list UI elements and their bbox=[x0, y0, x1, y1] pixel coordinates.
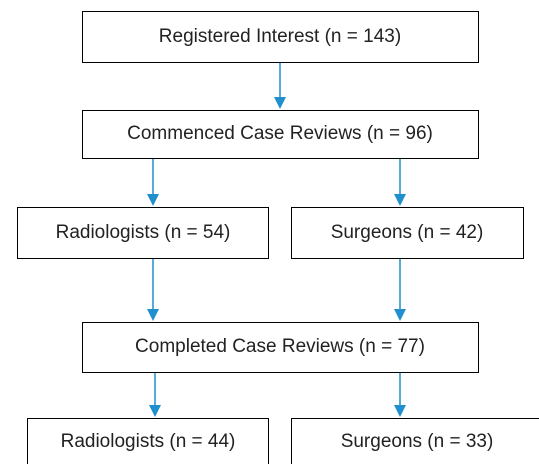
arrow-head bbox=[149, 405, 161, 417]
node-label: Radiologists (n = 44) bbox=[61, 431, 236, 452]
arrow-head bbox=[394, 405, 406, 417]
arrow-head bbox=[394, 309, 406, 321]
node-box bbox=[82, 322, 479, 373]
arrow-head bbox=[394, 194, 406, 206]
node-box bbox=[82, 110, 479, 159]
node-label: Completed Case Reviews (n = 77) bbox=[135, 336, 425, 357]
node-box bbox=[82, 11, 479, 63]
node-box bbox=[27, 418, 269, 464]
node-label: Commenced Case Reviews (n = 96) bbox=[127, 123, 433, 144]
node-box bbox=[291, 418, 539, 464]
node-box bbox=[291, 207, 524, 259]
arrow-head bbox=[147, 194, 159, 206]
node-label: Registered Interest (n = 143) bbox=[159, 26, 401, 47]
node-label: Surgeons (n = 33) bbox=[341, 431, 494, 452]
node-box bbox=[17, 207, 269, 259]
arrow-head bbox=[147, 309, 159, 321]
arrow-head bbox=[274, 97, 286, 109]
node-label: Surgeons (n = 42) bbox=[331, 222, 484, 243]
node-label: Radiologists (n = 54) bbox=[56, 222, 231, 243]
arrows bbox=[147, 63, 406, 417]
